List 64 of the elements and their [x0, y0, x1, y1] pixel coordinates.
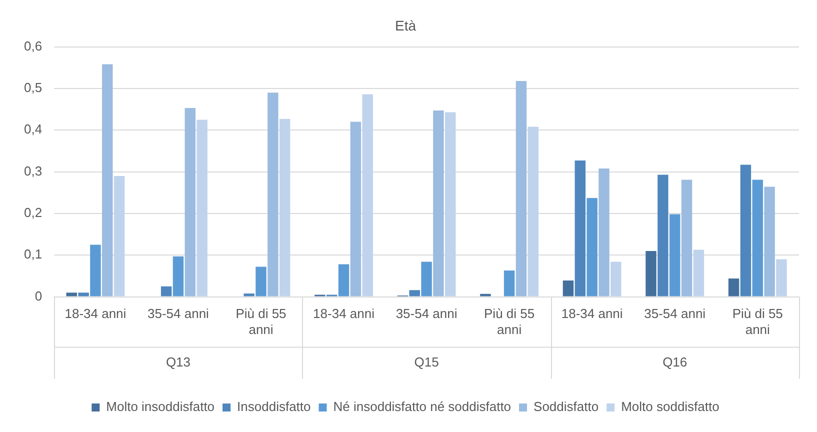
legend-label: Né insoddisfatto né soddisfatto [333, 399, 512, 414]
bar [693, 250, 704, 296]
y-tick-label: 0 [34, 288, 42, 304]
y-tick-label: 0,3 [24, 163, 42, 178]
bar [528, 126, 539, 296]
bar [256, 266, 266, 296]
bar [586, 198, 598, 296]
bar [445, 112, 456, 296]
x-tick-label: 18-34 anni [561, 306, 623, 322]
bar [244, 293, 254, 296]
bar [658, 174, 668, 296]
bar [350, 122, 362, 296]
bar [681, 180, 692, 296]
x-tick-label: 35-54 anni [148, 306, 210, 322]
bar [776, 259, 787, 296]
text: Q16 [662, 354, 688, 370]
bar [196, 120, 208, 296]
bar [764, 186, 775, 296]
bar [172, 256, 184, 296]
bar [646, 250, 656, 296]
bar [338, 264, 350, 296]
bar [421, 262, 432, 296]
bar [504, 270, 515, 296]
x-tick-label: Più di 55 anni [484, 306, 535, 337]
legend-label: Soddisfatto [534, 399, 599, 414]
bar [66, 292, 77, 296]
bar [562, 280, 574, 296]
legend-label: Molto insoddisfatto [106, 399, 215, 414]
bar [268, 92, 278, 296]
x-tick-label: 18-34 anni [64, 306, 126, 322]
bar [78, 292, 89, 296]
x-tick-label: 18-34 anni [313, 306, 375, 322]
y-tick-label: 0,5 [24, 80, 42, 96]
bar [728, 278, 740, 296]
bar [669, 214, 680, 296]
y-tick-label: 0,4 [24, 122, 42, 137]
bar [740, 164, 752, 296]
bar [480, 294, 491, 296]
bar [160, 286, 172, 296]
bar [114, 176, 125, 296]
y-tick-label: 0,2 [24, 205, 42, 220]
bar [362, 94, 373, 296]
text: Q13 [166, 354, 191, 370]
bar [102, 64, 113, 296]
bar [433, 110, 444, 296]
x-tick-label: Più di 55 anni [236, 306, 286, 337]
x-tick-label: 35-54 anni [644, 306, 706, 322]
x-tick-label: Più di 55 anni [732, 306, 783, 337]
y-tick-label: 0,1 [24, 246, 42, 262]
bar [598, 168, 610, 296]
bar [574, 160, 586, 296]
bar [90, 244, 101, 296]
chart-title: Età [394, 17, 416, 34]
bar [516, 80, 527, 296]
text: Q15 [414, 354, 439, 370]
bar [409, 290, 420, 296]
bar [279, 118, 290, 296]
y-tick-label: 0,6 [24, 38, 42, 54]
x-tick-label: 35-54 anni [396, 306, 458, 322]
legend-label: Insoddisfatto [237, 399, 311, 414]
bar [184, 108, 196, 296]
legend-label: Molto soddisfatto [621, 399, 720, 414]
bar [752, 180, 763, 296]
bar [610, 262, 622, 296]
